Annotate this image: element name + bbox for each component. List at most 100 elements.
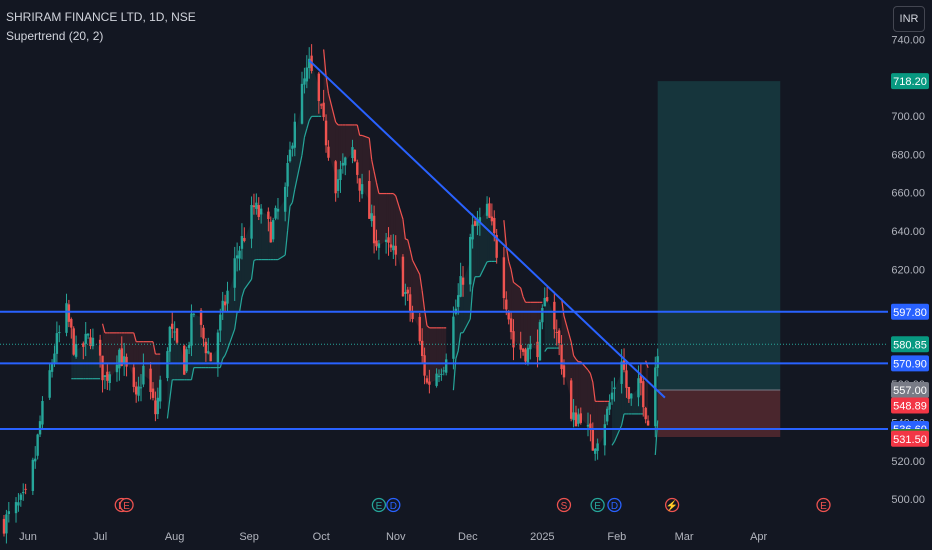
candle-body [108,374,111,383]
supertrend-fill [222,303,226,359]
event-marker-letter: E [376,501,383,512]
event-marker[interactable] [371,497,387,513]
price-axis[interactable]: 500.00520.00540.00560.00580.00600.00620.… [891,34,929,506]
candle-body [377,243,381,248]
candle-body [478,217,482,223]
candle-body [142,365,145,385]
candle-body [589,423,592,431]
candle-body [557,330,561,344]
trendline-layer[interactable] [308,59,666,399]
event-marker-letter: D [611,501,618,512]
candle-body [622,360,626,370]
time-axis[interactable]: Jun Jul Aug Sep Oct Nov Dec 2025 Feb Mar Apr [19,531,767,543]
candle-body [291,145,294,149]
event-marker[interactable] [607,497,622,513]
supertrend-segment [563,315,572,343]
supertrend-segment [611,441,615,446]
level-lines[interactable] [0,310,888,431]
event-marker[interactable] [590,497,605,513]
supertrend-fill [595,401,598,452]
y-tick-label: 740.00 [891,34,925,46]
supertrend-segment [513,281,522,289]
event-marker[interactable] [664,497,680,513]
candle-body [305,67,309,82]
candle-body [490,216,494,222]
candle-body [103,375,107,377]
supertrend-fill [258,210,262,260]
supertrend-fill [508,261,512,326]
candle-body [360,184,364,195]
price-axis-label[interactable] [891,397,929,414]
indicator-title[interactable]: Supertrend (20, 2) [6,29,104,43]
supertrend-segment [250,260,255,280]
event-marker[interactable] [816,497,831,513]
supertrend-fill [597,401,605,448]
candle-body [646,420,650,426]
supertrend-fill [289,147,293,207]
candle-body [625,370,628,388]
supertrend-segment [308,116,313,121]
supertrend-fill [393,193,396,251]
candle-body [324,120,328,146]
supertrend-fill [309,63,312,121]
supertrend-fill [76,345,84,379]
event-marker[interactable] [119,497,134,513]
x-tick-label: Apr [750,531,767,543]
target-zone[interactable] [657,81,781,390]
supertrend-fill [275,210,278,260]
candle-body [408,294,412,312]
price-axis-label[interactable] [891,381,929,398]
candle-body [149,368,152,392]
x-tick-label: Feb [607,531,626,543]
candle-body [173,331,176,333]
candles-layer [2,44,659,544]
candle-body [134,386,138,395]
price-axis-label[interactable] [891,336,929,353]
event-marker-letter: S [561,501,568,512]
symbol-title[interactable]: SHRIRAM FINANCE LTD, 1D, NSE [6,10,196,24]
candle-body [579,413,582,423]
price-axis-label[interactable] [891,303,929,320]
candle-body [243,238,246,241]
candle-body [526,347,530,364]
price-axis-label[interactable] [891,430,929,447]
supertrend-fill [85,334,89,379]
event-marker[interactable] [386,497,401,513]
supertrend-segment [371,159,375,172]
candle-body [84,333,87,344]
event-markers[interactable]: DEEDSED⚡E [114,497,831,513]
supertrend-fill [405,239,408,294]
candle-body [529,344,532,350]
supertrend-segment [335,121,339,126]
supertrend-fill [124,332,127,362]
candle-body [240,236,244,249]
candle-body [72,328,75,355]
supertrend-segment [457,332,462,351]
candle-body [120,348,123,366]
supertrend-segment [472,276,476,289]
price-axis-label[interactable] [891,73,929,90]
candle-body [389,244,393,248]
candle-body [67,304,71,322]
supertrend-segment [294,154,303,190]
chart-legend: SHRIRAM FINANCE LTD, 1D, NSE Supertrend … [6,8,196,46]
supertrend-fill [155,354,158,408]
supertrend-segment [412,259,421,275]
candle-body [151,388,155,398]
currency-button[interactable]: INR [893,6,925,32]
candle-body [139,387,143,389]
candle-body [199,310,203,325]
price-axis-label-text: 531.50 [893,434,927,446]
candle-body [356,162,359,175]
trendline[interactable] [308,59,666,399]
candle-body [17,502,20,506]
supertrend-fill [239,242,242,313]
supertrend-segment [589,373,594,383]
supertrend-fill [342,124,346,165]
event-marker[interactable] [556,497,572,513]
price-axis-label[interactable] [891,355,929,372]
supertrend-segment [570,341,575,356]
supertrend-fill [520,287,524,351]
candle-body [560,344,563,370]
